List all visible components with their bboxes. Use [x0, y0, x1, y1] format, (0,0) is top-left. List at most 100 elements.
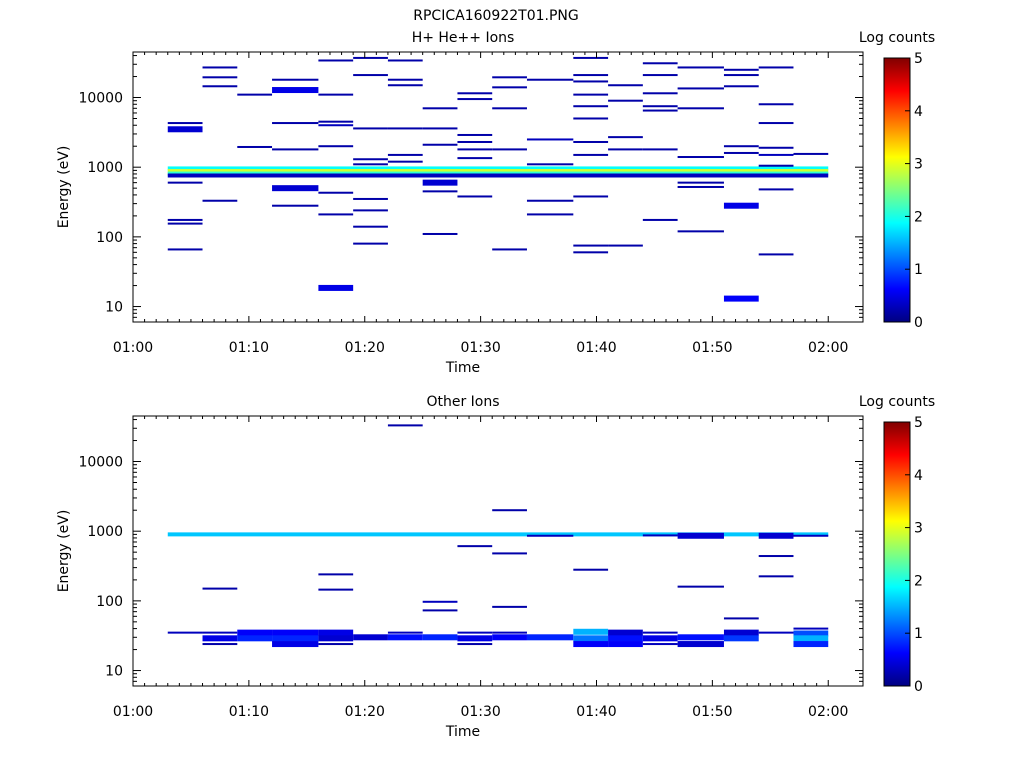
x-axis-label: Time	[445, 724, 480, 740]
heatmap-cell	[758, 66, 794, 69]
heatmap-cell	[202, 587, 238, 590]
colorbar-tick-label: 5	[914, 51, 923, 67]
heatmap-cell	[457, 631, 493, 634]
heatmap-cell	[793, 534, 829, 537]
heatmap-cell	[608, 635, 643, 642]
heatmap-cell	[387, 127, 423, 130]
x-tick-label: 01:00	[113, 340, 153, 356]
heatmap-cell	[318, 573, 354, 576]
x-tick-label: 02:00	[808, 704, 848, 720]
heatmap-cell	[422, 609, 458, 612]
heatmap-cell	[573, 140, 609, 143]
chart-panel-2: Other Ions 01:00 01:10 01:20 01:30 01:40 01:50…	[56, 394, 935, 740]
heatmap-cell	[422, 143, 458, 146]
heatmap-cell	[457, 545, 493, 548]
heatmap-cell	[272, 148, 319, 151]
heatmap-cell	[642, 62, 678, 65]
x-tick-label: 01:50	[692, 340, 732, 356]
heatmap-cell	[353, 634, 388, 641]
heatmap-cell	[723, 145, 759, 148]
heatmap-cell	[318, 124, 354, 127]
colorbar-tick-label: 5	[914, 415, 923, 431]
data-layer	[167, 56, 829, 302]
heatmap-cell	[237, 145, 273, 148]
heatmap-cell	[237, 93, 273, 96]
y-tick-label: 1000	[87, 524, 123, 540]
heatmap-cell	[573, 117, 609, 120]
heatmap-cell	[677, 66, 724, 69]
heatmap-cell	[608, 641, 643, 648]
y-axis-label: Energy (eV)	[56, 146, 72, 229]
colorbar-label: Log counts	[859, 30, 935, 46]
colorbar-tick-label: 2	[914, 573, 923, 589]
plot-area	[133, 416, 863, 686]
heatmap-cell	[387, 160, 423, 163]
heatmap-band	[167, 169, 829, 174]
heatmap-cell	[318, 191, 354, 194]
heatmap-cell	[387, 84, 423, 87]
heatmap-cell	[723, 85, 759, 88]
y-tick-label: 10000	[78, 91, 123, 107]
heatmap-cell	[758, 253, 794, 256]
heatmap-cell	[272, 87, 319, 94]
panel-title: Other Ions	[426, 394, 499, 410]
heatmap-cell	[526, 534, 574, 537]
heatmap-cell	[758, 153, 794, 156]
plot-area	[133, 52, 863, 322]
heatmap-cell	[202, 635, 238, 642]
colorbar-tick-label: 4	[914, 104, 923, 120]
colorbar-tick-label: 2	[914, 209, 923, 225]
colorbar-tick-label: 0	[914, 315, 923, 331]
heatmap-cell	[492, 509, 527, 512]
heatmap-cell	[202, 631, 238, 634]
colorbar-tick-label: 0	[914, 679, 923, 695]
heatmap-cell	[492, 248, 527, 251]
heatmap-cell	[492, 107, 527, 110]
heatmap-cell	[677, 634, 724, 641]
x-axis-label: Time	[445, 360, 480, 376]
heatmap-cell	[457, 98, 493, 101]
heatmap-cell	[642, 218, 678, 221]
heatmap-cell	[723, 151, 759, 154]
heatmap-band	[167, 166, 829, 171]
heatmap-cell	[167, 122, 203, 125]
panel-title: H+ He++ Ions	[412, 30, 515, 46]
colorbar	[883, 57, 911, 323]
x-tick-label: 01:50	[692, 704, 732, 720]
x-tick-label: 01:40	[576, 704, 616, 720]
heatmap-cell	[422, 232, 458, 235]
heatmap-cell	[642, 109, 678, 112]
heatmap-cell	[353, 163, 388, 166]
x-tick-label: 01:10	[229, 704, 269, 720]
heatmap-cell	[608, 244, 643, 247]
colorbar-tick-label: 3	[914, 521, 923, 537]
plot-frame	[132, 415, 864, 687]
heatmap-cell	[318, 213, 354, 216]
heatmap-cell	[723, 202, 759, 209]
heatmap-cell	[608, 99, 643, 102]
colorbar	[883, 421, 911, 687]
heatmap-cell	[457, 92, 493, 95]
heatmap-cell	[526, 163, 574, 166]
heatmap-cell	[573, 80, 609, 83]
heatmap-cell	[642, 148, 678, 151]
heatmap-band	[167, 173, 829, 178]
heatmap-cell	[387, 631, 423, 634]
heatmap-cell	[202, 643, 238, 646]
heatmap-cell	[677, 107, 724, 110]
y-tick-label: 10	[105, 300, 123, 316]
heatmap-cell	[353, 158, 388, 161]
heatmap-cell	[492, 148, 527, 151]
heatmap-cell	[457, 195, 493, 198]
heatmap-cell	[318, 120, 354, 123]
heatmap-cell	[492, 605, 527, 608]
heatmap-cell	[573, 641, 609, 648]
heatmap-cell	[642, 631, 678, 634]
heatmap-cell	[608, 629, 643, 636]
heatmap-cell	[758, 532, 794, 539]
heatmap-cell	[677, 156, 724, 159]
y-tick-label: 10	[105, 664, 123, 680]
heatmap-cell	[318, 59, 354, 62]
heatmap-cell	[457, 148, 493, 151]
